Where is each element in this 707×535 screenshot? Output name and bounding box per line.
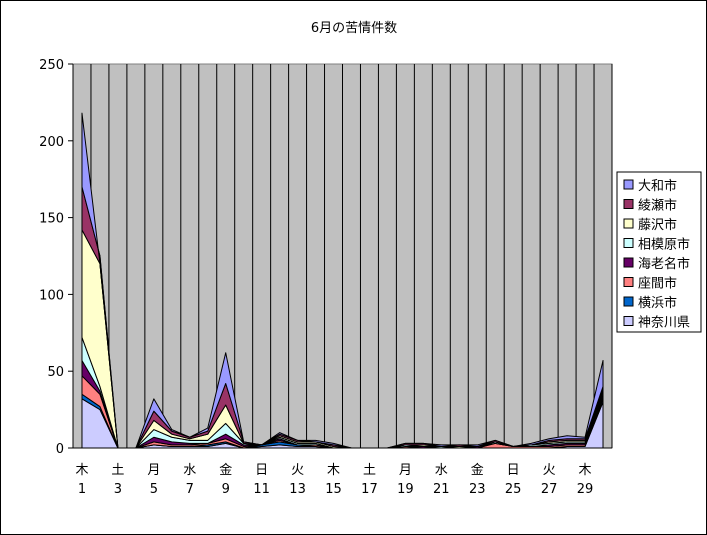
- x-tick-weekday: 火: [543, 463, 556, 478]
- x-tick-label: 21: [433, 482, 450, 497]
- x-tick-label: 11: [253, 482, 270, 497]
- series-area-大和市: [81, 112, 604, 449]
- x-tick-label: 17: [361, 482, 378, 497]
- x-tick-weekday: 日: [255, 463, 268, 478]
- x-tick-weekday: 木: [75, 463, 88, 478]
- x-tick-weekday: 土: [363, 463, 376, 478]
- x-tick-label: 15: [325, 482, 342, 497]
- legend-label: 海老名市: [638, 256, 690, 272]
- legend-label: 相模原市: [638, 237, 690, 253]
- x-tick-label: 19: [397, 482, 414, 497]
- legend-label: 神奈川県: [638, 316, 690, 331]
- legend-swatch: [623, 257, 634, 268]
- y-tick-label: 200: [39, 135, 64, 150]
- y-tick-label: 150: [39, 212, 64, 227]
- legend-swatch: [623, 277, 634, 287]
- legend-label: 座間市: [638, 276, 677, 292]
- legend-swatch: [623, 218, 634, 229]
- x-tick-label: 29: [577, 482, 594, 497]
- x-tick-weekday: 水: [435, 463, 448, 478]
- y-tick-label: 250: [39, 58, 64, 73]
- y-tick-label: 50: [47, 365, 64, 380]
- x-tick-weekday: 日: [507, 463, 520, 478]
- x-tick-label: 1: [78, 482, 86, 497]
- x-tick-weekday: 火: [291, 463, 304, 478]
- x-tick-label: 25: [505, 482, 522, 497]
- plot-area: 0 50 100 150 200 250 木 1 土 3 月 5 水 7 金 9 日 11 火 13 木 15 土 17 月 19…: [39, 58, 613, 497]
- legend-swatch: [623, 199, 634, 209]
- x-tick-label: 7: [186, 482, 194, 497]
- x-tick-label: 13: [289, 482, 306, 497]
- x-tick-label: 3: [114, 482, 122, 497]
- y-tick-label: 100: [39, 288, 64, 303]
- legend-swatch: [623, 296, 634, 307]
- legend-swatch: [623, 238, 634, 248]
- x-tick-weekday: 月: [147, 463, 160, 478]
- x-tick-weekday: 金: [471, 462, 484, 478]
- x-tick-label: 9: [222, 482, 230, 497]
- x-tick-weekday: 月: [399, 463, 412, 478]
- legend-label: 横浜市: [638, 295, 677, 311]
- legend-label: 藤沢市: [638, 217, 677, 233]
- x-tick-weekday: 金: [219, 462, 232, 478]
- y-tick-label: 0: [56, 442, 64, 457]
- legend-swatch: [623, 316, 634, 326]
- x-tick-weekday: 木: [579, 463, 592, 478]
- legend-swatch: [623, 179, 634, 190]
- chart-title: 6月の苦情件数: [311, 20, 397, 36]
- x-tick-label: 5: [150, 482, 158, 497]
- x-tick-label: 23: [469, 482, 486, 497]
- legend-label: 大和市: [638, 178, 677, 194]
- x-tick-weekday: 土: [111, 463, 124, 478]
- x-tick-weekday: 水: [183, 463, 196, 478]
- legend-label: 綾瀬市: [638, 198, 677, 214]
- x-tick-label: 27: [541, 482, 558, 497]
- x-tick-weekday: 木: [327, 463, 340, 478]
